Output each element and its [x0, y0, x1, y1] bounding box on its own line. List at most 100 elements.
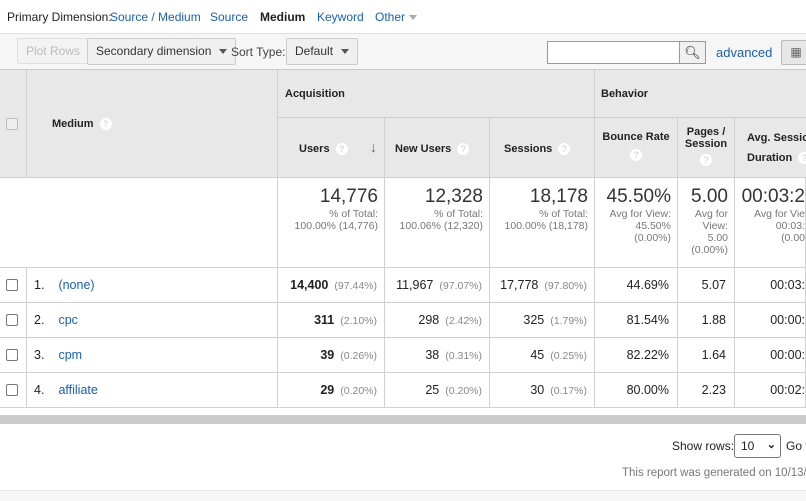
medium-link[interactable]: affiliate — [58, 383, 98, 397]
medium-link[interactable]: cpm — [58, 348, 83, 362]
cell-percent: (0.26%) — [340, 350, 377, 362]
total-value: 12,328 — [424, 186, 483, 207]
select-all-checkbox[interactable] — [6, 118, 18, 130]
avg-session-header[interactable]: Avg. Sessio Duration? — [735, 118, 806, 178]
cell-new-users: 25 (0.20%) — [385, 373, 490, 408]
secondary-dimension-dropdown[interactable]: Secondary dimension — [87, 38, 237, 65]
chevron-down-icon — [409, 15, 418, 21]
cell-percent: (0.25%) — [550, 350, 587, 362]
cell-value: 44.69% — [626, 278, 669, 292]
cell-sessions: 17,778 (97.80%) — [490, 268, 595, 303]
help-icon[interactable]: ? — [99, 118, 112, 130]
bounce-rate-header[interactable]: Bounce Rate? — [595, 118, 678, 178]
chevron-down-icon: ⌄ — [766, 439, 776, 451]
cell-value: 14,400 — [290, 278, 329, 292]
help-icon[interactable]: ? — [700, 154, 712, 166]
row-checkbox[interactable] — [6, 314, 18, 326]
medium-link[interactable]: (none) — [58, 278, 95, 292]
cell-bounce-rate: 44.69% — [595, 268, 678, 303]
toolbar: Plot Rows Secondary dimension Sort Type:… — [0, 33, 806, 70]
footer-bar — [0, 490, 806, 501]
dim-source[interactable]: Source — [210, 10, 249, 24]
row-select-cell — [0, 338, 27, 373]
row-select-cell — [0, 373, 27, 408]
advanced-link[interactable]: advanced — [716, 45, 773, 60]
total-subtext: Avg for View: — [609, 208, 671, 220]
pages-session-header[interactable]: Pages / Session? — [678, 118, 735, 178]
help-icon[interactable]: ? — [630, 149, 642, 161]
cell-new-users: 298 (2.42%) — [385, 303, 490, 338]
sort-type-dropdown[interactable]: Default — [286, 38, 359, 65]
total-subtext: 100.06% (12,320) — [399, 220, 483, 232]
cell-users: 29 (0.20%) — [278, 373, 385, 408]
acquisition-group-header: Acquisition — [278, 70, 595, 118]
total-users: 14,776% of Total: 100.00% (14,776) — [278, 178, 385, 268]
total-value: 18,178 — [529, 186, 588, 207]
select-all-cell — [0, 70, 27, 178]
cell-percent: (2.10%) — [340, 315, 377, 327]
horizontal-scrollbar[interactable] — [0, 415, 806, 424]
dim-source-medium[interactable]: Source / Medium — [110, 10, 201, 24]
row-index: 2. — [34, 313, 45, 327]
medium-header-label: Medium — [52, 118, 94, 130]
cell-value: 29 — [320, 383, 335, 397]
cell-percent: (1.79%) — [550, 315, 587, 327]
primary-dimension-label: Primary Dimension: — [7, 10, 112, 24]
search-input[interactable] — [547, 41, 680, 64]
medium-header[interactable]: Medium? — [27, 70, 278, 178]
sort-descending-icon[interactable]: ↓ — [370, 139, 377, 155]
table-row: 3. cpm — [27, 338, 278, 373]
dim-keyword[interactable]: Keyword — [317, 10, 364, 24]
cell-value: 1.88 — [701, 313, 726, 327]
sessions-header[interactable]: Sessions? — [490, 118, 595, 178]
cell-value: 17,778 — [500, 278, 539, 292]
help-icon[interactable]: ? — [558, 143, 571, 155]
cell-value: 00:00: — [770, 348, 805, 362]
cell-value: 311 — [314, 313, 335, 327]
total-pages-session: 5.00 Avg for View: 5.00 (0.00%) — [678, 178, 735, 268]
new-users-header[interactable]: New Users? — [385, 118, 490, 178]
total-subtext: Avg for Vie — [754, 208, 805, 220]
cell-avg-session: 00:00: — [735, 338, 806, 373]
cell-value: 80.00% — [626, 383, 669, 397]
cell-value: 1.64 — [701, 348, 726, 362]
show-rows-select[interactable]: 10 ⌄ — [734, 434, 781, 458]
row-checkbox[interactable] — [6, 349, 18, 361]
help-icon[interactable]: ? — [335, 143, 348, 155]
cell-percent: (97.44%) — [334, 280, 377, 292]
table-row: 2. cpc — [27, 303, 278, 338]
users-header[interactable]: Users? ↓ — [278, 118, 385, 178]
row-index: 1. — [34, 278, 45, 292]
pages-session-label-1: Pages / — [686, 126, 726, 138]
total-subtext: % of Total: — [434, 208, 483, 220]
dim-medium[interactable]: Medium — [260, 10, 306, 24]
cell-value: 325 — [523, 313, 545, 327]
row-checkbox[interactable] — [6, 279, 18, 291]
search-button[interactable]: 🔍︎ — [679, 41, 706, 64]
medium-link[interactable]: cpc — [58, 313, 78, 327]
cell-users: 39 (0.26%) — [278, 338, 385, 373]
cell-percent: (2.42%) — [445, 315, 482, 327]
cell-sessions: 30 (0.17%) — [490, 373, 595, 408]
help-icon[interactable]: ? — [457, 143, 470, 155]
pages-session-label-2: Session — [684, 138, 728, 150]
cell-value: 298 — [418, 313, 440, 327]
row-checkbox[interactable] — [6, 384, 18, 396]
help-icon[interactable]: ? — [798, 152, 806, 164]
total-subtext: % of Total: — [539, 208, 588, 220]
cell-percent: (97.80%) — [544, 280, 587, 292]
cell-value: 2.23 — [701, 383, 726, 397]
cell-value: 00:00: — [770, 313, 805, 327]
cell-value: 00:03: — [770, 278, 805, 292]
total-subtext: 00:03: — [775, 220, 805, 232]
cell-percent: (0.31%) — [445, 350, 482, 362]
plot-rows-button[interactable]: Plot Rows — [17, 38, 90, 64]
cell-pages-session: 2.23 — [678, 373, 735, 408]
sort-type-value: Default — [295, 44, 334, 58]
dim-other[interactable]: Other — [375, 10, 418, 24]
table-view-button[interactable]: ▦ — [781, 40, 806, 65]
sessions-header-label: Sessions — [504, 143, 553, 155]
cell-value: 82.22% — [626, 348, 669, 362]
row-index: 4. — [34, 383, 45, 397]
behavior-group-header: Behavior — [595, 70, 806, 118]
